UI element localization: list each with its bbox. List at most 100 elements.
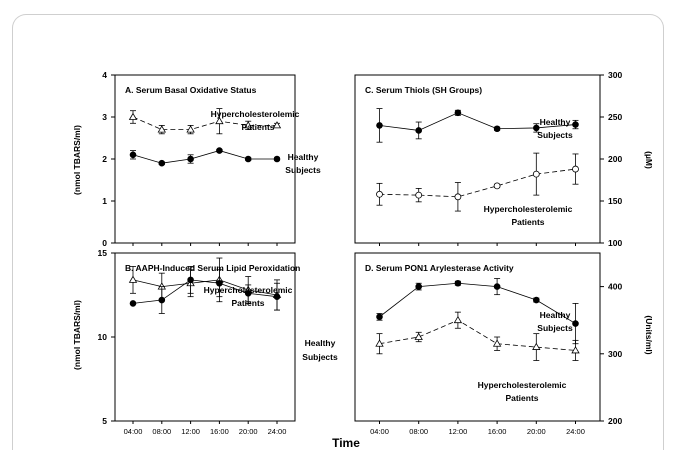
data-point (157, 125, 166, 133)
series-label: Patients (241, 122, 274, 132)
y-tick-label: 200 (608, 154, 622, 164)
chart-panel-d: D. Serum PON1 Arylesterase Activity 200 30… (354, 252, 654, 436)
data-point (216, 147, 223, 154)
data-point (454, 279, 462, 287)
chart-title: B. AAPH-Induced Serum Lipid Peroxidation (125, 263, 300, 273)
data-point (244, 121, 253, 129)
series-label: Subjects (537, 130, 573, 140)
series-line (379, 168, 576, 198)
data-point (273, 155, 281, 163)
y-tick-label: 10 (98, 332, 108, 342)
data-point (493, 283, 501, 290)
x-tick-label: 04:00 (124, 427, 143, 436)
series-filled-circle: Healthy Subjects (129, 147, 321, 175)
series-line (132, 116, 277, 131)
plot-area (354, 74, 601, 244)
series-filled-circle: Healthy Subjects (129, 266, 338, 362)
series-label: Healthy (288, 152, 319, 162)
data-point (244, 290, 252, 297)
data-point (533, 296, 540, 304)
data-point (376, 122, 383, 129)
y-axis-label: (nmol TBARS/ml) (72, 300, 82, 370)
series-label: Patients (231, 298, 264, 308)
data-point (128, 275, 138, 283)
x-tick-label: 08:00 (409, 427, 428, 436)
y-tick-label: 100 (608, 238, 622, 248)
series-open-triangle: Hypercholesterolemic Patients (375, 311, 580, 403)
data-point (375, 339, 384, 347)
y-tick-label: 150 (608, 196, 622, 206)
series-label: Hypercholesterolemic (484, 204, 573, 214)
data-point (532, 342, 541, 350)
series-line (379, 282, 576, 324)
data-point (414, 332, 423, 340)
chart-panel-a: A. Serum Basal Oxidative Status 0 1 2 3 4 (nmo… (72, 70, 321, 248)
data-point (533, 124, 540, 132)
series-label: Hypercholesterolemic (211, 109, 300, 119)
data-point (572, 121, 579, 128)
x-tick-label: 12:00 (181, 427, 200, 436)
data-point (454, 193, 462, 201)
y-axis-label: (nmol TBARS/ml) (72, 125, 82, 195)
series-line (132, 150, 277, 164)
data-point (128, 112, 138, 120)
y-tick-label: 250 (608, 112, 622, 122)
data-point (158, 159, 166, 167)
x-tick-label: 04:00 (370, 427, 389, 436)
data-point (571, 346, 580, 354)
data-point (376, 313, 383, 321)
chart-panel-c: C. Serum Thiols (SH Groups) 100 150 200 250 3… (354, 70, 654, 248)
series-filled-circle: Healthy Subjects (376, 108, 579, 143)
x-tick-label: 12:00 (449, 427, 468, 436)
data-point (454, 109, 462, 117)
series-label: Healthy (540, 117, 571, 127)
data-point (415, 283, 423, 290)
data-point (572, 165, 579, 173)
series-line (132, 279, 278, 304)
chart-title: D. Serum PON1 Arylesterase Activity (365, 263, 514, 273)
data-point (453, 315, 463, 324)
series-label: Healthy (305, 338, 336, 348)
data-point (187, 276, 194, 284)
y-tick-label: 15 (98, 248, 108, 258)
plot-area (354, 252, 601, 422)
x-tick-label: 24:00 (566, 427, 585, 436)
data-point (492, 339, 502, 347)
data-point (158, 296, 166, 304)
series-label: Hypercholesterolemic (478, 380, 567, 390)
data-point (215, 116, 224, 125)
x-tick-label: 08:00 (152, 427, 171, 436)
y-tick-label: 300 (608, 349, 622, 359)
y-tick-label: 5 (102, 416, 107, 426)
series-open-triangle: Hypercholesterolemic Patients (128, 108, 300, 135)
series-label: Healthy (540, 310, 571, 320)
y-tick-label: 0 (102, 238, 107, 248)
x-tick-label: 20:00 (239, 427, 258, 436)
chart-title: C. Serum Thiols (SH Groups) (365, 85, 482, 95)
x-tick-label: 16:00 (488, 427, 507, 436)
series-label: Subjects (302, 352, 338, 362)
chart-title: A. Serum Basal Oxidative Status (125, 85, 257, 95)
series-line (379, 319, 576, 351)
y-tick-label: 3 (102, 112, 107, 122)
data-point (415, 191, 423, 199)
chart-panel-b: B. AAPH-Induced Serum Lipid Peroxidation… (72, 248, 338, 436)
y-axis-label: (Units/ml) (644, 315, 654, 354)
data-point (532, 170, 540, 178)
data-point (493, 182, 501, 190)
y-tick-label: 200 (608, 416, 622, 426)
series-label: Subjects (285, 165, 321, 175)
data-point (129, 300, 137, 307)
data-point (493, 125, 501, 133)
x-tick-label: 16:00 (210, 427, 229, 436)
y-tick-label: 300 (608, 70, 622, 80)
y-tick-label: 4 (102, 70, 107, 80)
y-tick-label: 400 (608, 282, 622, 292)
y-tick-label: 1 (102, 196, 107, 206)
series-filled-circle: Healthy Subjects (376, 278, 579, 345)
data-point (572, 320, 579, 327)
y-axis-label: (µM) (644, 151, 654, 169)
data-point (186, 125, 195, 133)
data-point (415, 127, 423, 134)
